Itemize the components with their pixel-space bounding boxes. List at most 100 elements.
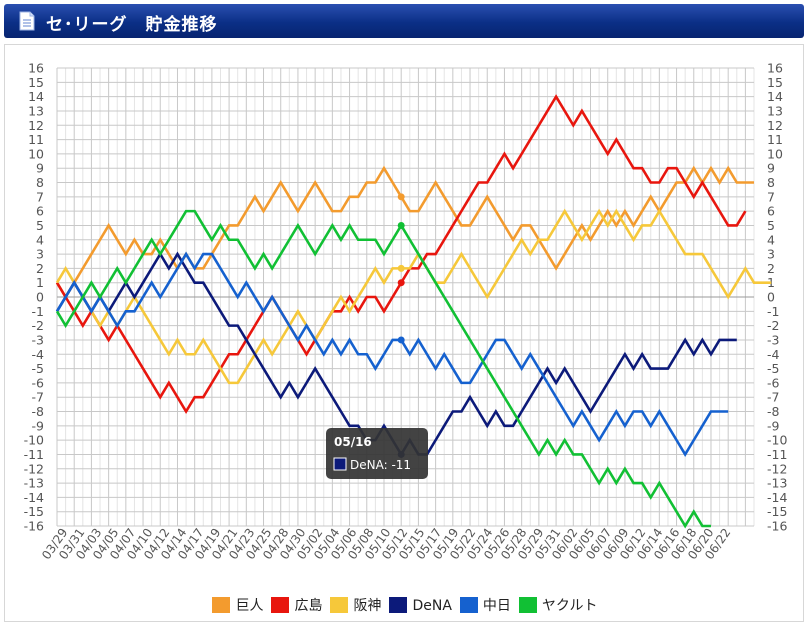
legend-swatch <box>330 597 349 613</box>
y-tick-label-right: 0 <box>767 290 775 305</box>
y-tick-label-right: 12 <box>767 118 783 133</box>
y-tick-label-right: -12 <box>767 461 787 476</box>
legend-item[interactable]: 巨人 <box>212 595 263 615</box>
y-tick-label-right: -11 <box>767 447 787 462</box>
y-tick-label-left: 7 <box>36 189 44 204</box>
y-tick-label-left: 3 <box>36 247 44 262</box>
y-tick-label-right: -8 <box>767 404 780 419</box>
y-tick-label-right: 14 <box>767 89 783 104</box>
y-tick-label-right: 2 <box>767 261 775 276</box>
y-tick-label-left: -9 <box>32 418 45 433</box>
legend-swatch <box>271 597 290 613</box>
y-tick-label-right: -15 <box>767 504 787 519</box>
series-line-中日 <box>55 251 729 457</box>
y-tick-label-left: 12 <box>28 118 44 133</box>
y-tick-label-right: -6 <box>767 375 780 390</box>
y-tick-label-right: -13 <box>767 476 787 491</box>
y-tick-label-left: -2 <box>32 318 44 333</box>
y-tick-label-left: 14 <box>28 89 44 104</box>
y-tick-label-left: -12 <box>24 461 44 476</box>
y-tick-label-left: -10 <box>24 433 44 448</box>
y-tick-label-right: -14 <box>767 490 787 505</box>
hover-marker-広島 <box>397 279 405 287</box>
y-tick-label-left: -16 <box>24 519 44 534</box>
y-tick-label-left: 2 <box>36 261 44 276</box>
y-tick-label-right: 3 <box>767 247 775 262</box>
y-tick-label-right: 11 <box>767 132 783 147</box>
y-tick-label-right: -1 <box>767 304 779 319</box>
y-axis-left: 161514131211109876543210-1-2-3-4-5-6-7-8… <box>24 61 44 534</box>
y-tick-label-left: 16 <box>28 61 44 76</box>
y-tick-label-left: -15 <box>24 504 44 519</box>
legend-item[interactable]: 広島 <box>271 595 322 615</box>
y-tick-label-left: -7 <box>32 390 44 405</box>
y-tick-label-left: -13 <box>24 476 44 491</box>
y-tick-label-right: 7 <box>767 189 775 204</box>
chart-tooltip: 05/16 DeNA: -11 <box>326 428 428 479</box>
y-tick-label-right: 15 <box>767 75 783 90</box>
legend-swatch <box>518 597 537 613</box>
legend-label: 阪神 <box>353 598 382 614</box>
legend-label: 中日 <box>482 598 511 614</box>
y-tick-label-left: 11 <box>28 132 44 147</box>
y-tick-label-right: 4 <box>767 232 775 247</box>
y-tick-label-right: -4 <box>767 347 780 362</box>
y-tick-label-left: 10 <box>28 146 44 161</box>
legend-swatch <box>212 597 231 613</box>
y-tick-label-left: -11 <box>24 447 44 462</box>
tooltip-label: DeNA: -11 <box>350 458 411 472</box>
document-icon <box>19 11 35 31</box>
y-tick-label-left: -1 <box>32 304 44 319</box>
y-tick-label-left: 1 <box>36 275 44 290</box>
series-line-阪神 <box>55 208 772 385</box>
y-tick-label-right: 5 <box>767 218 775 233</box>
y-tick-label-left: 4 <box>36 232 44 247</box>
y-tick-label-left: 13 <box>28 103 44 118</box>
y-tick-label-left: 0 <box>36 290 44 305</box>
y-tick-label-right: -16 <box>767 519 787 534</box>
hover-marker-巨人 <box>397 193 405 201</box>
legend-label: DeNA <box>412 597 452 614</box>
y-tick-label-right: 8 <box>767 175 775 190</box>
y-tick-label-left: -6 <box>32 375 45 390</box>
y-tick-label-left: -14 <box>24 490 44 505</box>
y-tick-label-left: 8 <box>36 175 44 190</box>
y-tick-label-right: -2 <box>767 318 779 333</box>
y-tick-label-right: -7 <box>767 390 779 405</box>
x-axis: 03/2903/3104/0304/0504/0704/1004/1204/14… <box>39 526 733 562</box>
y-axis-right: 161514131211109876543210-1-2-3-4-5-6-7-8… <box>767 61 787 534</box>
tooltip-background <box>326 428 428 479</box>
y-tick-label-right: -9 <box>767 418 780 433</box>
page-header: セ･リーグ 貯金推移 <box>4 4 804 38</box>
chart-legend: 巨人 広島 阪神 DeNA 中日 ヤクルト <box>0 595 810 615</box>
legend-item[interactable]: ヤクルト <box>518 595 598 615</box>
hover-marker-中日 <box>397 336 405 344</box>
hover-marker-阪神 <box>397 264 405 272</box>
chart-grid <box>56 67 755 527</box>
tooltip-date: 05/16 <box>334 435 372 449</box>
tooltip-swatch <box>333 457 347 471</box>
y-tick-label-left: 5 <box>36 218 44 233</box>
y-tick-label-right: -10 <box>767 433 787 448</box>
legend-label: 広島 <box>294 598 323 614</box>
y-tick-label-left: -5 <box>32 361 44 376</box>
legend-item[interactable]: 阪神 <box>330 595 381 615</box>
y-tick-label-right: 9 <box>767 161 775 176</box>
legend-item[interactable]: 中日 <box>459 595 511 615</box>
y-tick-label-left: 9 <box>36 161 44 176</box>
y-tick-label-left: -3 <box>32 332 44 347</box>
hover-marker-ヤクルト <box>397 221 405 229</box>
page-title: セ･リーグ 貯金推移 <box>46 15 218 35</box>
series-line-ヤクルト <box>55 209 711 529</box>
legend-item[interactable]: DeNA <box>389 596 452 614</box>
legend-swatch <box>389 596 408 613</box>
y-tick-label-right: 6 <box>767 204 775 219</box>
legend-swatch <box>459 597 478 613</box>
y-tick-label-left: 6 <box>36 204 44 219</box>
legend-label: ヤクルト <box>541 598 598 614</box>
y-tick-label-right: 16 <box>767 61 783 76</box>
y-tick-label-right: -5 <box>767 361 779 376</box>
y-tick-label-left: -8 <box>32 404 45 419</box>
y-tick-label-left: -4 <box>32 347 45 362</box>
